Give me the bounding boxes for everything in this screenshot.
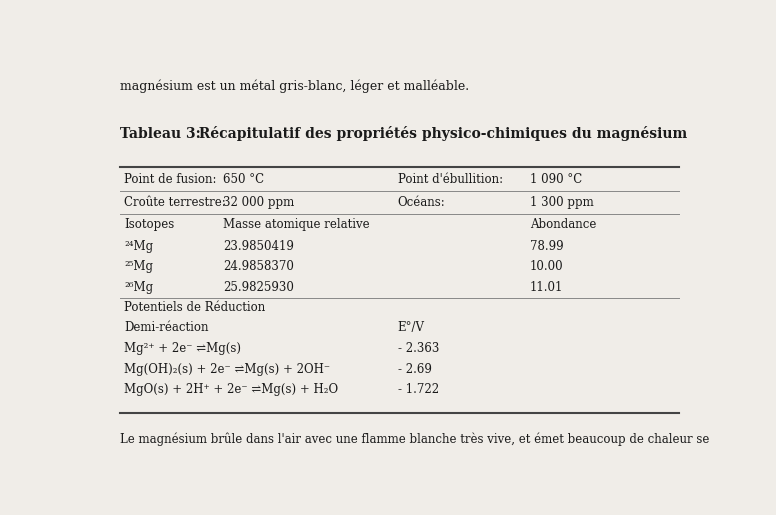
Text: ²⁵Mg: ²⁵Mg xyxy=(124,260,153,273)
Text: 650 °C: 650 °C xyxy=(223,173,265,186)
Text: E°/V: E°/V xyxy=(397,321,424,334)
Text: 10.00: 10.00 xyxy=(530,260,563,273)
Text: 25.9825930: 25.9825930 xyxy=(223,281,294,294)
Text: - 1.722: - 1.722 xyxy=(397,383,438,396)
Text: 1 090 °C: 1 090 °C xyxy=(530,173,582,186)
Text: Tableau 3:: Tableau 3: xyxy=(120,127,201,141)
Text: ²⁴Mg: ²⁴Mg xyxy=(124,239,153,253)
Text: Croûte terrestre:: Croûte terrestre: xyxy=(124,196,226,209)
Text: 23.9850419: 23.9850419 xyxy=(223,239,294,253)
Text: Potentiels de Réduction: Potentiels de Réduction xyxy=(124,301,265,314)
Text: Masse atomique relative: Masse atomique relative xyxy=(223,218,370,231)
Text: 32 000 ppm: 32 000 ppm xyxy=(223,196,295,209)
Text: Récapitulatif des propriétés physico-chimiques du magnésium: Récapitulatif des propriétés physico-chi… xyxy=(189,126,688,141)
Text: 11.01: 11.01 xyxy=(530,281,563,294)
Text: Mg(OH)₂(s) + 2e⁻ ⇌Mg(s) + 2OH⁻: Mg(OH)₂(s) + 2e⁻ ⇌Mg(s) + 2OH⁻ xyxy=(124,363,331,375)
Text: Isotopes: Isotopes xyxy=(124,218,175,231)
Text: 78.99: 78.99 xyxy=(530,239,563,253)
Text: magnésium est un métal gris-blanc, léger et malléable.: magnésium est un métal gris-blanc, léger… xyxy=(120,80,469,93)
Text: Mg²⁺ + 2e⁻ ⇌Mg(s): Mg²⁺ + 2e⁻ ⇌Mg(s) xyxy=(124,342,241,355)
Text: 24.9858370: 24.9858370 xyxy=(223,260,294,273)
Text: Point d'ébullition:: Point d'ébullition: xyxy=(397,173,503,186)
Text: Point de fusion:: Point de fusion: xyxy=(124,173,217,186)
Text: Le magnésium brûle dans l'air avec une flamme blanche très vive, et émet beaucou: Le magnésium brûle dans l'air avec une f… xyxy=(120,432,709,445)
Text: ²⁶Mg: ²⁶Mg xyxy=(124,281,153,294)
Text: Abondance: Abondance xyxy=(530,218,597,231)
Text: 1 300 ppm: 1 300 ppm xyxy=(530,196,594,209)
Text: - 2.69: - 2.69 xyxy=(397,363,431,375)
Text: Océans:: Océans: xyxy=(397,196,445,209)
Text: - 2.363: - 2.363 xyxy=(397,342,439,355)
Text: MgO(s) + 2H⁺ + 2e⁻ ⇌Mg(s) + H₂O: MgO(s) + 2H⁺ + 2e⁻ ⇌Mg(s) + H₂O xyxy=(124,383,338,396)
Text: Demi-réaction: Demi-réaction xyxy=(124,321,209,334)
